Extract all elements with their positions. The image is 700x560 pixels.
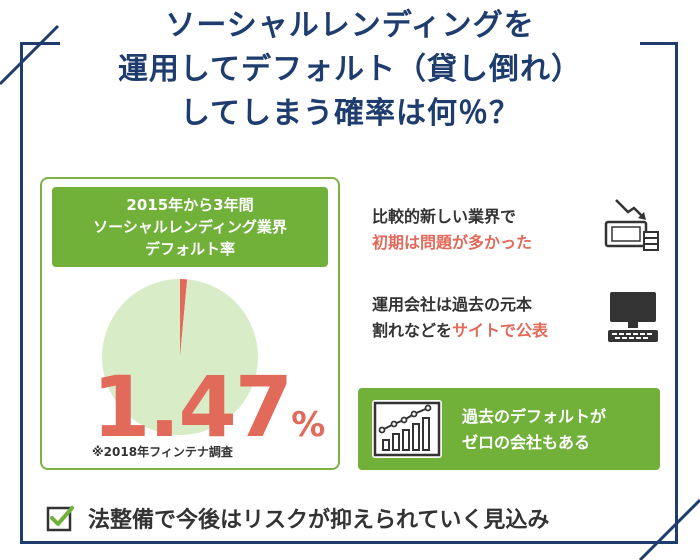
pie-slice-remainder — [102, 279, 259, 435]
point-2-line-2-highlight: サイトで公表 — [452, 321, 549, 340]
point-new-industry: 比較的新しい業界で 初期は問題が多かった — [372, 204, 612, 256]
checkbox-icon — [46, 506, 74, 532]
computer-icon — [608, 292, 658, 342]
headline-line-3: してしまう確率は何％？ — [179, 96, 521, 131]
default-rate-heading-line-1: 2015年から3年間 — [126, 196, 254, 214]
growth-chart-icon-frame — [372, 400, 442, 458]
zero-default-line-2: ゼロの会社もある — [462, 433, 591, 452]
point-disclosure: 運用会社は過去の元本 割れなどをサイトで公表 — [372, 292, 612, 344]
conclusion-row: 法整備で今後はリスクが抑えられていく見込み — [36, 500, 676, 536]
default-rate-pie-chart — [102, 279, 259, 435]
default-rate-panel: 2015年から3年間 ソーシャルレンディング業界 デフォルト率 1.47% ※2… — [40, 177, 340, 470]
point-2-line-2-prefix: 割れなどを — [372, 321, 453, 340]
zero-default-line-1: 過去のデフォルトが — [462, 407, 607, 426]
falling-money-icon — [604, 199, 659, 251]
point-2-line-2: 割れなどをサイトで公表 — [372, 318, 612, 344]
default-rate-unit: % — [291, 405, 326, 445]
default-rate-heading-line-2: ソーシャルレンディング業界 — [93, 218, 287, 236]
point-1-line-2: 初期は問題が多かった — [372, 233, 533, 252]
default-rate-heading: 2015年から3年間 ソーシャルレンディング業界 デフォルト率 — [52, 187, 328, 267]
growth-chart-icon — [373, 401, 441, 457]
point-2-line-1: 運用会社は過去の元本 — [372, 295, 533, 314]
conclusion-text: 法整備で今後はリスクが抑えられていく見込み — [88, 508, 550, 533]
default-rate-heading-line-3: デフォルト率 — [144, 240, 235, 258]
point-1-line-1: 比較的新しい業界で — [372, 207, 517, 226]
zero-default-text: 過去のデフォルトが ゼロの会社もある — [462, 404, 606, 456]
headline-line-2: 運用してデフォルト（貸し倒れ） — [117, 52, 583, 87]
headline: ソーシャルレンディングを 運用してデフォルト（貸し倒れ） してしまう確率は何％？ — [60, 0, 640, 150]
zero-default-box: 過去のデフォルトが ゼロの会社もある — [358, 388, 660, 470]
source-note: ※2018年フィンテナ調査 — [92, 445, 233, 459]
pie-slice-default — [180, 279, 188, 357]
default-rate-number: 1.47 — [92, 358, 293, 456]
default-rate-value: 1.47% — [92, 365, 326, 471]
headline-line-1: ソーシャルレンディングを — [165, 8, 535, 43]
